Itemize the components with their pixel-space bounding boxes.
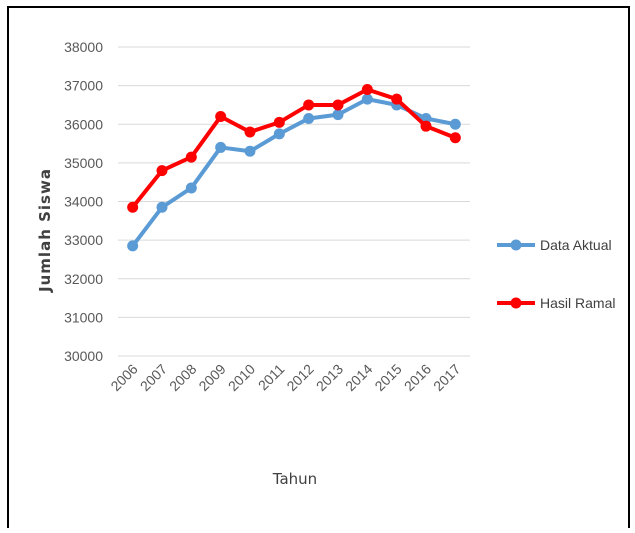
legend-item: Hasil Ramal	[497, 295, 615, 311]
legend-marker	[510, 297, 522, 309]
x-tick-label: 2008	[166, 361, 199, 394]
x-tick-label: 2010	[225, 361, 258, 394]
data-point	[127, 201, 139, 213]
data-point	[244, 145, 256, 157]
data-point	[215, 141, 227, 153]
data-point	[273, 116, 285, 128]
x-tick-label: 2015	[371, 361, 404, 394]
data-point	[420, 120, 432, 132]
data-point	[332, 109, 344, 121]
data-point	[185, 182, 197, 194]
legend-label: Data Aktual	[540, 237, 612, 253]
y-tick-label: 30000	[64, 348, 103, 364]
data-point	[449, 132, 461, 144]
y-tick-label: 32000	[64, 271, 103, 287]
x-tick-label: 2006	[107, 361, 140, 394]
legend: Data Aktual Hasil Ramal	[497, 237, 615, 311]
legend-label: Hasil Ramal	[540, 295, 615, 311]
legend-item: Data Aktual	[497, 237, 612, 253]
data-point	[303, 99, 315, 111]
y-tick-label: 34000	[64, 194, 103, 210]
data-point	[273, 128, 285, 140]
x-tick-label: 2014	[342, 361, 375, 394]
data-point	[156, 165, 168, 177]
x-tick-label: 2013	[313, 361, 346, 394]
data-point	[361, 93, 373, 105]
data-point	[156, 201, 168, 213]
y-tick-label: 31000	[64, 309, 103, 325]
series-hasil-ramal	[127, 83, 461, 213]
data-point	[127, 240, 139, 252]
data-point	[244, 126, 256, 138]
y-tick-label: 33000	[64, 232, 103, 248]
series-line	[131, 97, 456, 248]
data-point	[391, 93, 403, 105]
y-tick-label: 38000	[64, 39, 103, 55]
x-tick-label: 2012	[283, 361, 316, 394]
y-axis-title: Jumlah Siswa	[36, 168, 54, 293]
x-axis-title: Tahun	[272, 470, 317, 488]
legend-marker	[510, 239, 522, 251]
series-group	[127, 83, 461, 252]
data-point	[332, 99, 344, 111]
series-line	[131, 87, 457, 209]
y-axis-ticks: 30000 31000 32000 33000 34000 35000 36000 37000…	[64, 39, 103, 364]
x-tick-label: 2017	[430, 361, 463, 394]
x-axis-ticks: 2006200720082009201020112012201320142015…	[107, 361, 463, 394]
data-point	[185, 151, 197, 163]
data-point	[215, 111, 227, 123]
x-tick-label: 2016	[401, 361, 434, 394]
x-tick-label: 2009	[195, 361, 228, 394]
series-data-aktual	[127, 93, 461, 252]
y-tick-label: 36000	[64, 116, 103, 132]
data-point	[303, 112, 315, 124]
data-point	[361, 83, 373, 95]
x-tick-label: 2007	[137, 361, 170, 394]
data-point	[449, 118, 461, 130]
y-tick-label: 35000	[64, 155, 103, 171]
y-tick-label: 37000	[64, 78, 103, 94]
x-tick-label: 2011	[255, 361, 288, 394]
chart-frame	[7, 6, 630, 528]
